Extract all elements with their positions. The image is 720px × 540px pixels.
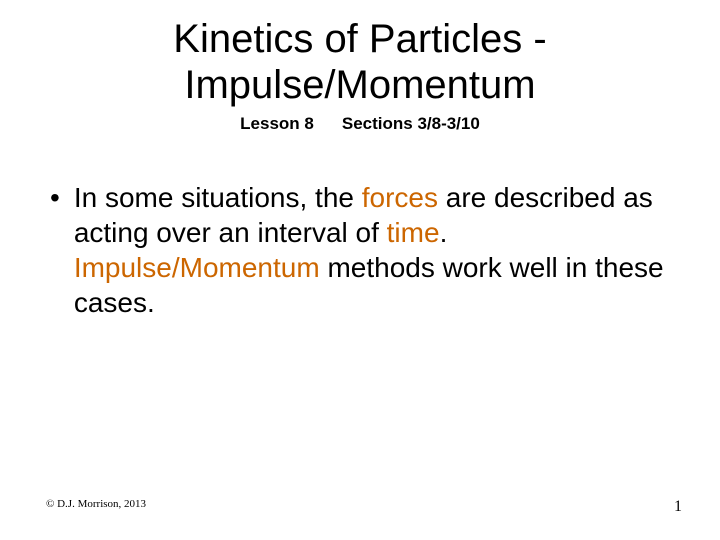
subtitle-lesson: Lesson 8	[240, 114, 314, 133]
slide-title: Kinetics of Particles - Impulse/Momentum	[40, 16, 680, 108]
slide-subtitle: Lesson 8 Sections 3/8-3/10	[40, 114, 680, 134]
bullet-marker: •	[50, 180, 60, 215]
bullet-item: • In some situations, the forces are des…	[46, 180, 680, 320]
bullet-text: In some situations, the forces are descr…	[74, 180, 680, 320]
footer-page-number: 1	[674, 498, 682, 516]
bullet-seg3: .	[440, 217, 448, 248]
title-line-2: Impulse/Momentum	[184, 63, 535, 107]
slide-body: • In some situations, the forces are des…	[40, 180, 680, 320]
bullet-highlight-time: time	[387, 217, 440, 248]
bullet-seg1: In some situations, the	[74, 182, 362, 213]
slide-container: Kinetics of Particles - Impulse/Momentum…	[0, 0, 720, 540]
subtitle-sections: Sections 3/8-3/10	[342, 114, 480, 133]
bullet-highlight-impulse-momentum: Impulse/Momentum	[74, 252, 320, 283]
bullet-highlight-forces: forces	[362, 182, 438, 213]
title-line-1: Kinetics of Particles -	[173, 17, 546, 61]
footer-copyright: © D.J. Morrison, 2013	[46, 498, 146, 510]
